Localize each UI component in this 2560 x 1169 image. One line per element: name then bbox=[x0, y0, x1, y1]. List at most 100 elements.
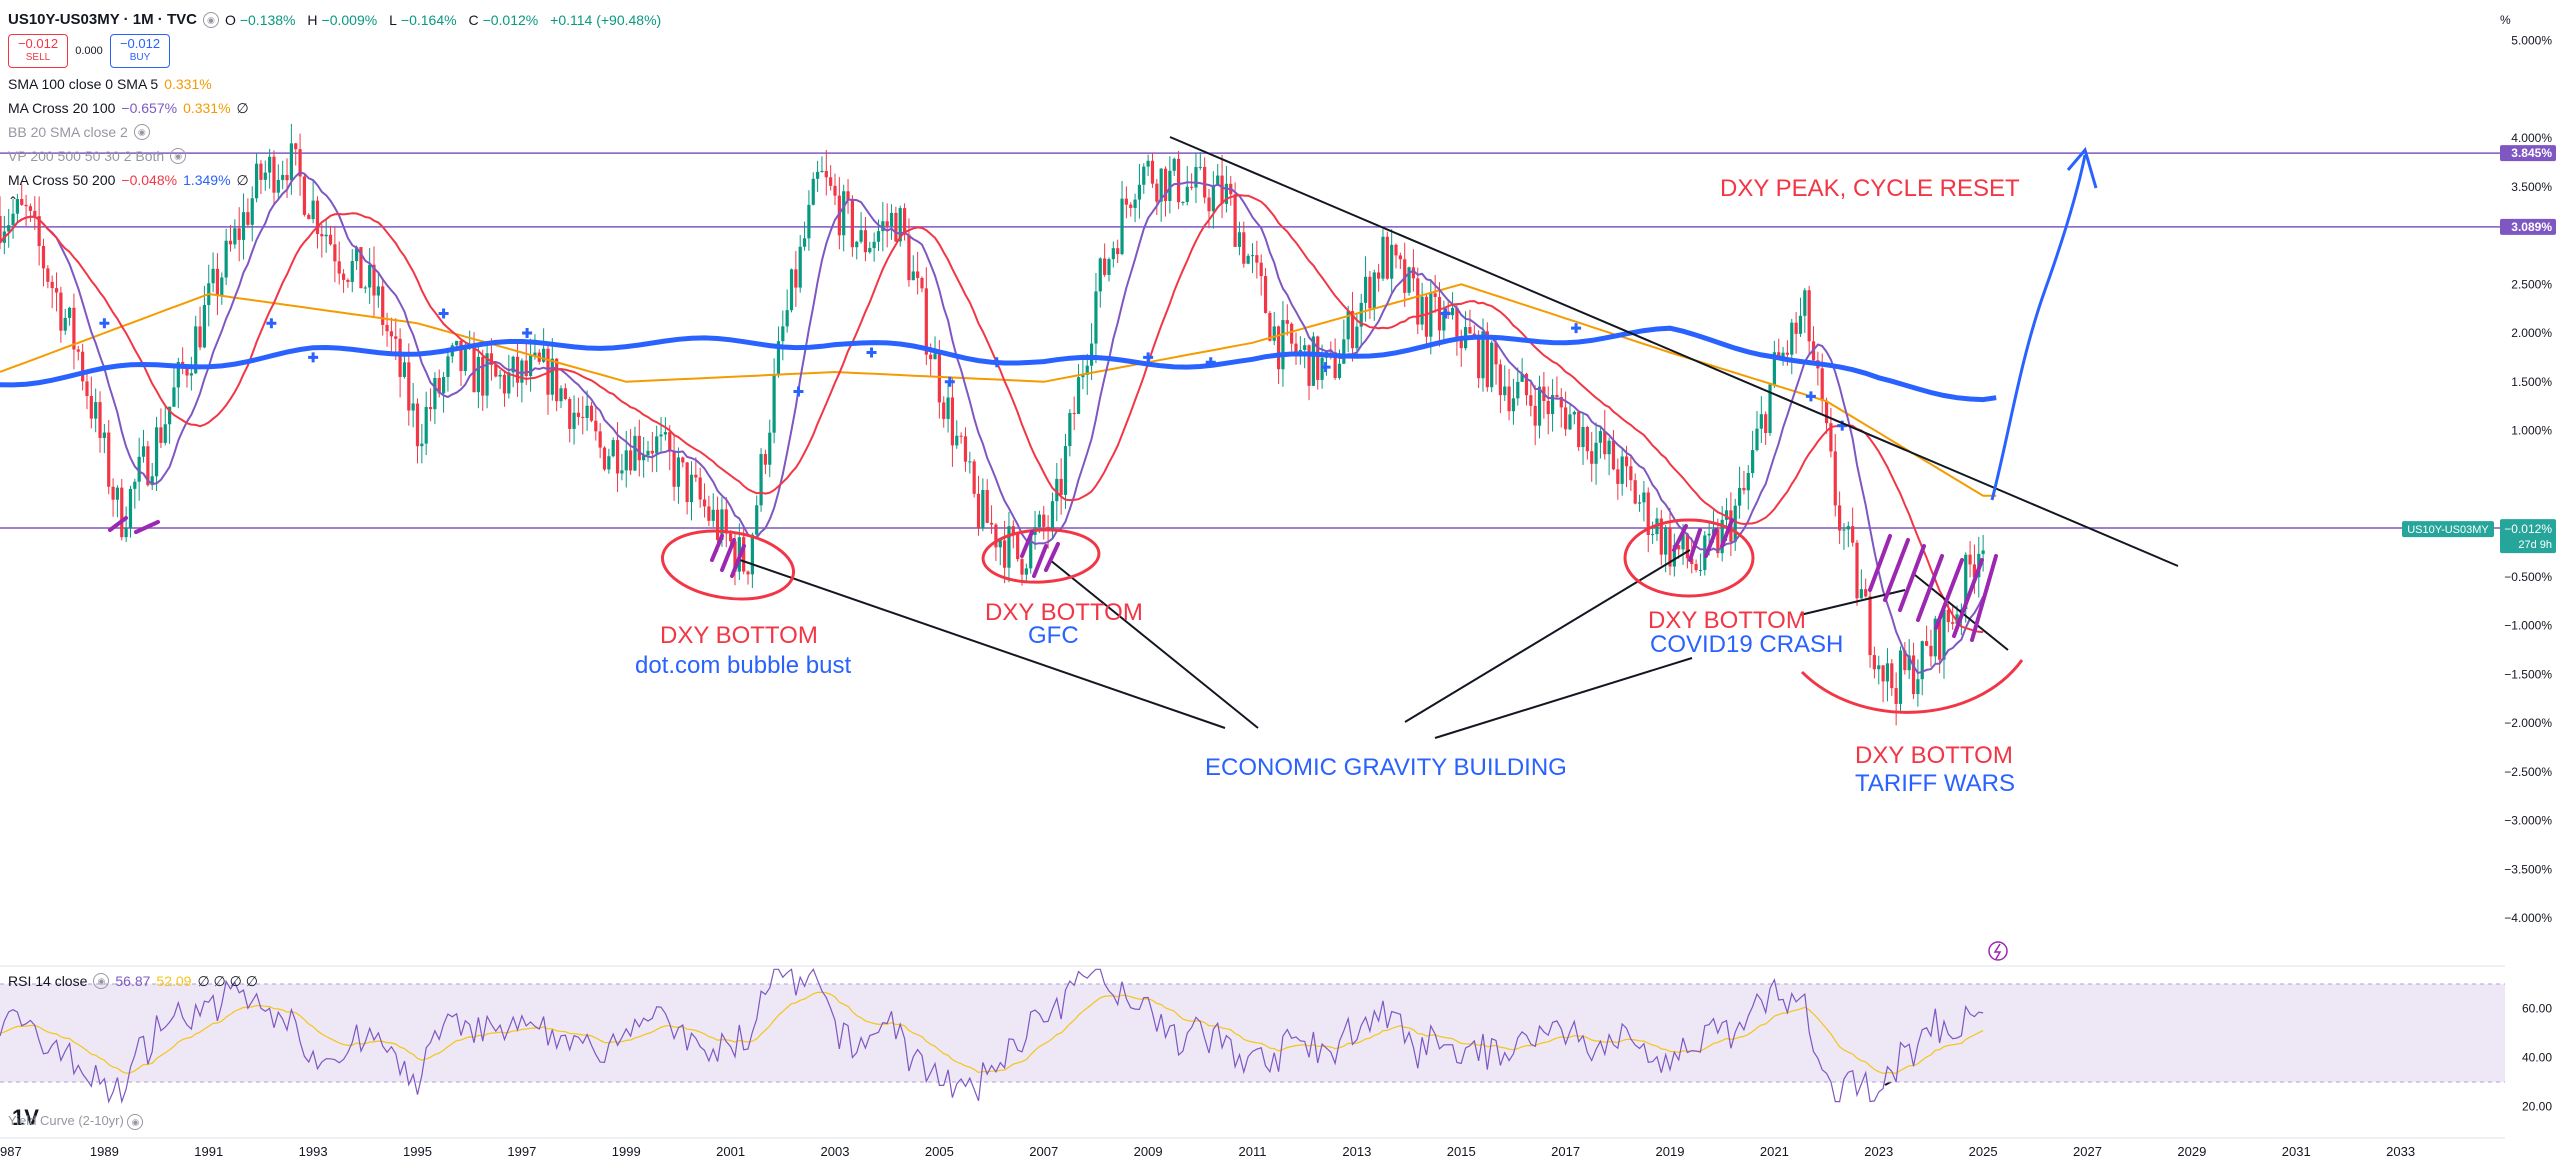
price-candle bbox=[54, 288, 59, 293]
price-candle bbox=[24, 204, 28, 207]
indicator-row[interactable]: MA Cross 20 100 −0.657% 0.331% ∅ bbox=[8, 96, 665, 120]
gravity-line-4[interactable] bbox=[1434, 657, 1693, 739]
lightning-icon[interactable] bbox=[1988, 941, 2008, 961]
price-candle bbox=[824, 170, 828, 178]
visibility-icon[interactable]: ◉ bbox=[202, 12, 219, 28]
price-candle bbox=[833, 185, 837, 196]
time-tick-label: 1995 bbox=[403, 1144, 432, 1159]
price-candle bbox=[1824, 400, 1829, 424]
price-candle bbox=[394, 336, 398, 339]
price-candle bbox=[1150, 160, 1155, 184]
price-candle bbox=[1424, 296, 1429, 337]
price-candle bbox=[498, 374, 502, 377]
price-candle bbox=[1833, 451, 1837, 506]
price-tick-label: −0.500% bbox=[2504, 570, 2552, 584]
rsi-legend[interactable]: RSI 14 close ◉ 56.87 52.09 ∅ ∅ ∅ ∅ bbox=[8, 973, 258, 989]
price-candle bbox=[1842, 529, 1846, 531]
price-candle bbox=[924, 288, 928, 355]
price-candle bbox=[20, 199, 24, 205]
price-candle bbox=[1733, 505, 1737, 542]
price-candle bbox=[1246, 255, 1250, 264]
price-candle bbox=[185, 368, 189, 376]
price-candle bbox=[107, 432, 111, 487]
price-candle bbox=[802, 238, 807, 247]
price-candle bbox=[1581, 426, 1585, 448]
price-candle bbox=[1359, 302, 1363, 327]
indicator-row[interactable]: VP 200 500 50 30 2 Both ◉ bbox=[8, 144, 665, 168]
price-candle bbox=[37, 216, 41, 246]
price-candle bbox=[1377, 272, 1381, 279]
price-candle bbox=[1211, 185, 1215, 212]
price-candle bbox=[1637, 502, 1642, 504]
price-candle bbox=[198, 326, 202, 348]
time-tick-label: 2015 bbox=[1447, 1144, 1476, 1159]
price-candle bbox=[146, 446, 150, 486]
gravity-line-3[interactable] bbox=[1404, 549, 1691, 723]
price-candle bbox=[59, 292, 63, 331]
price-candle bbox=[341, 273, 346, 280]
price-candle bbox=[111, 486, 115, 500]
price-candle bbox=[1133, 199, 1137, 208]
time-tick-label: 2011 bbox=[1239, 1144, 1267, 1159]
price-candle bbox=[150, 476, 154, 486]
price-candle bbox=[1437, 296, 1442, 331]
price-candle bbox=[1759, 414, 1763, 429]
price-candle bbox=[376, 286, 380, 296]
price-candle bbox=[920, 277, 924, 289]
price-candle bbox=[263, 172, 267, 180]
price-candle bbox=[211, 268, 215, 284]
price-axis[interactable]: %5.000% 4.000% 3.500% 2.500% 2.000% 1.500% 1.0… bbox=[2402, 0, 2560, 1150]
hidden-indicator-icon[interactable]: ◉ bbox=[170, 148, 187, 164]
price-candle bbox=[528, 355, 533, 377]
indicator-row[interactable]: MA Cross 50 200 −0.048% 1.349% ∅ bbox=[8, 168, 665, 192]
price-candle bbox=[1820, 368, 1824, 401]
price-candle bbox=[50, 281, 54, 289]
price-candle bbox=[1455, 307, 1459, 338]
price-candle bbox=[1263, 276, 1268, 313]
price-candle bbox=[1737, 487, 1742, 506]
price-candle bbox=[976, 493, 981, 529]
price-candle bbox=[681, 457, 685, 463]
chart-legend: US10Y-US03MY · 1M · TVC ◉ O −0.138% H −0.0… bbox=[8, 8, 665, 210]
price-candle bbox=[1607, 440, 1611, 455]
time-tick-label: 2021 bbox=[1760, 1144, 1789, 1159]
indicator-row[interactable]: BB 20 SMA close 2 ◉ bbox=[8, 120, 665, 144]
price-candle bbox=[1790, 322, 1794, 355]
price-candle bbox=[1390, 244, 1394, 279]
price-candle bbox=[389, 331, 394, 337]
tradingview-logo-icon: 1V bbox=[12, 1105, 39, 1130]
price-candle bbox=[555, 358, 559, 402]
price-candle bbox=[772, 375, 776, 433]
price-candle bbox=[215, 268, 220, 297]
price-candle bbox=[1564, 407, 1568, 430]
price-candle bbox=[441, 376, 446, 394]
price-candle bbox=[576, 412, 581, 417]
symbol-title[interactable]: US10Y-US03MY · 1M · TVC bbox=[8, 11, 197, 28]
price-candle bbox=[228, 240, 233, 245]
time-axis[interactable]: 987 1989 1991 1993 1995 1997 1999 2001 2003 2005 2… bbox=[0, 1137, 2505, 1159]
price-candle bbox=[663, 432, 667, 435]
time-tick-label: 1993 bbox=[299, 1144, 328, 1159]
price-candle bbox=[176, 361, 180, 388]
price-candle bbox=[1190, 186, 1194, 188]
trendline-main[interactable] bbox=[1169, 136, 2179, 567]
price-candle bbox=[1159, 168, 1163, 202]
indicator-row[interactable]: SMA 100 close 0 SMA 5 0.331% bbox=[8, 72, 665, 96]
collapse-legend-icon[interactable]: ⌃ bbox=[8, 194, 19, 208]
price-candle bbox=[1081, 374, 1085, 378]
ma-cross-marker bbox=[866, 347, 877, 358]
sell-button[interactable]: −0.012 SELL bbox=[8, 34, 68, 68]
current-price-label: −0.012% bbox=[2504, 522, 2552, 536]
price-candle bbox=[1803, 290, 1807, 316]
hidden-indicator-icon[interactable]: ◉ bbox=[133, 124, 150, 140]
buy-button[interactable]: −0.012 BUY bbox=[110, 34, 170, 68]
rsi-visibility-icon[interactable]: ◉ bbox=[93, 973, 110, 989]
price-candle bbox=[98, 402, 102, 438]
yield-visibility-icon[interactable]: ◉ bbox=[127, 1114, 144, 1130]
gravity-line-2[interactable] bbox=[1049, 559, 1259, 729]
price-candle bbox=[1046, 526, 1050, 530]
price-tick-label: 4.000% bbox=[2511, 131, 2552, 145]
ma-cross-marker bbox=[1805, 391, 1816, 402]
gravity-line-1[interactable] bbox=[739, 559, 1226, 729]
